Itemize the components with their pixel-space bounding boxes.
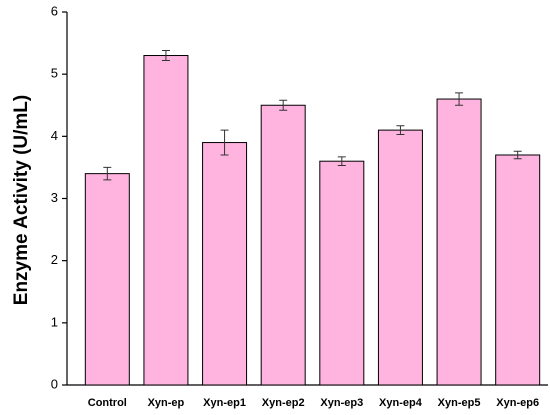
x-tick-label: Xyn-ep2 <box>262 397 305 409</box>
x-tick-label: Xyn-ep4 <box>379 397 423 409</box>
error-bar <box>337 156 346 167</box>
y-tick-label: 0 <box>51 376 58 391</box>
y-axis-title: Enzyme Activity (U/mL) <box>11 95 32 305</box>
error-bar <box>513 150 522 160</box>
x-tick-label: Xyn-ep6 <box>496 397 539 409</box>
x-tick-label: Xyn-ep <box>148 397 185 409</box>
bar <box>436 98 482 386</box>
error-bar <box>455 92 464 106</box>
bar <box>319 160 365 386</box>
y-tick-label: 6 <box>51 3 58 18</box>
bar <box>143 55 189 386</box>
bar <box>377 129 423 386</box>
y-tick-label: 4 <box>51 128 58 143</box>
error-bar <box>103 166 112 181</box>
y-tick-label: 3 <box>51 190 58 205</box>
error-bar <box>396 125 405 135</box>
bar <box>260 104 306 386</box>
bar <box>202 142 248 386</box>
bar <box>495 154 541 386</box>
y-tick-label: 1 <box>51 314 58 329</box>
x-tick-label: Xyn-ep1 <box>203 397 246 409</box>
y-tick-label: 5 <box>51 66 58 81</box>
error-bar <box>161 50 170 61</box>
y-tick-label: 2 <box>51 252 58 267</box>
x-tick-label: Control <box>88 397 127 409</box>
error-bar <box>220 129 229 156</box>
x-tick-label: Xyn-ep5 <box>438 397 481 409</box>
x-tick-label: Xyn-ep3 <box>320 397 363 409</box>
error-bar <box>279 99 288 111</box>
bar <box>84 173 130 386</box>
